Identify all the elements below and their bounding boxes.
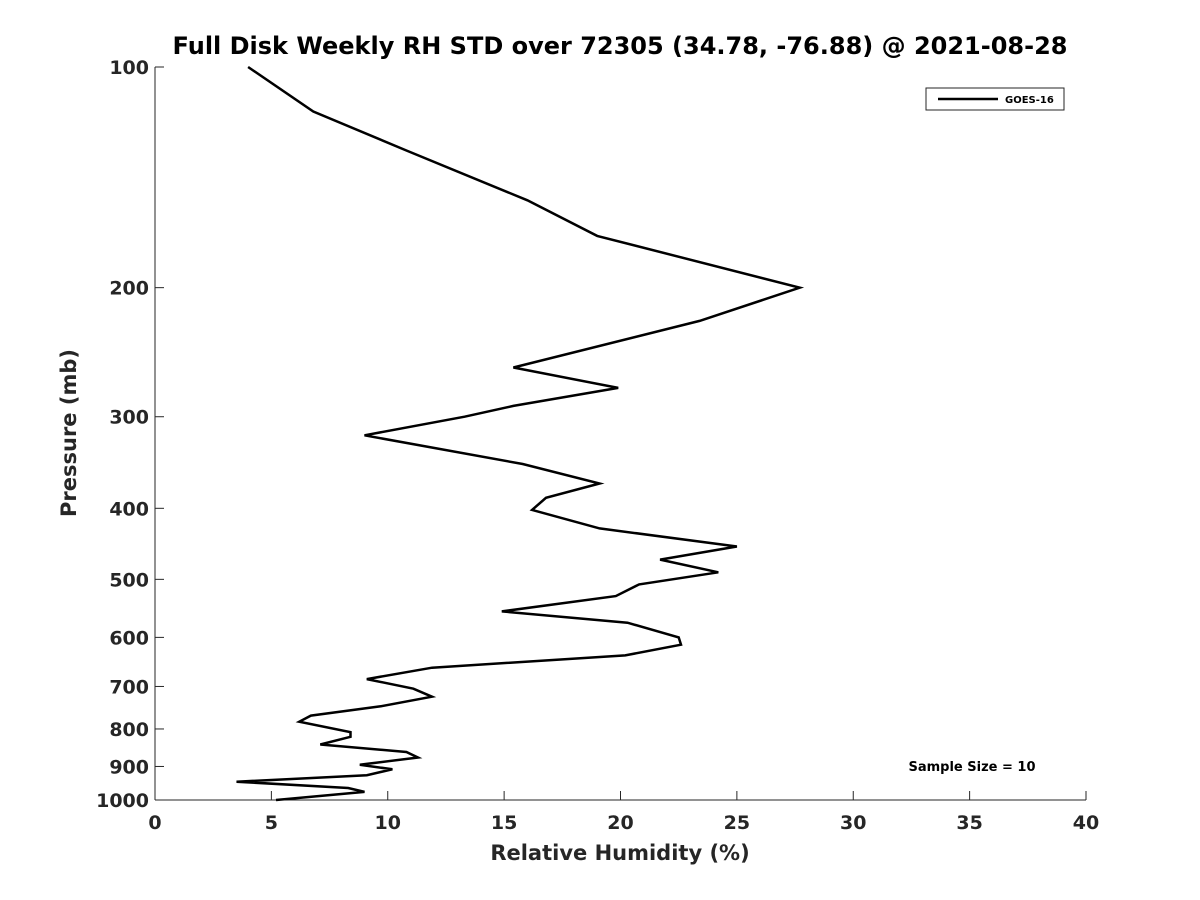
x-tick-label: 25 [724,812,750,834]
x-tick-label: 35 [956,812,982,834]
goes-16-series-line [236,65,805,802]
x-tick-label: 30 [840,812,866,834]
x-tick-label: 0 [148,812,161,834]
y-tick-label: 1000 [96,790,149,812]
legend: GOES-16 [925,87,1065,111]
chart-title: Full Disk Weekly RH STD over 72305 (34.7… [173,32,1068,60]
legend-label: GOES-16 [1005,95,1054,106]
x-tick-label: 5 [265,812,278,834]
y-tick-label: 200 [109,278,149,300]
x-tick-label: 20 [607,812,633,834]
x-tick-label: 15 [491,812,517,834]
y-tick-label: 800 [109,719,149,741]
x-axis-label: Relative Humidity (%) [490,841,749,865]
y-tick-label: 300 [109,407,149,429]
y-tick-label: 600 [109,627,149,649]
y-tick-label: 900 [109,756,149,778]
y-axis-ticks: 100 200 300 400 500 600 700 800 900 1000 [96,57,164,812]
y-tick-label: 700 [109,676,149,698]
x-tick-label: 10 [375,812,401,834]
y-axis-label: Pressure (mb) [57,349,81,517]
y-tick-label: 100 [109,57,149,79]
x-tick-label: 40 [1073,812,1099,834]
y-tick-label: 500 [109,569,149,591]
x-axis-ticks: 0 5 10 15 20 25 30 35 40 [148,791,1099,834]
sample-size-annotation: Sample Size = 10 [908,760,1035,775]
y-tick-label: 400 [109,498,149,520]
